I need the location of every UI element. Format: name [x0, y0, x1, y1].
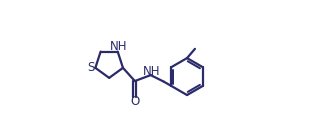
Text: O: O: [130, 95, 139, 108]
Text: NH: NH: [143, 65, 160, 78]
Text: S: S: [87, 61, 94, 74]
Text: NH: NH: [110, 40, 127, 53]
